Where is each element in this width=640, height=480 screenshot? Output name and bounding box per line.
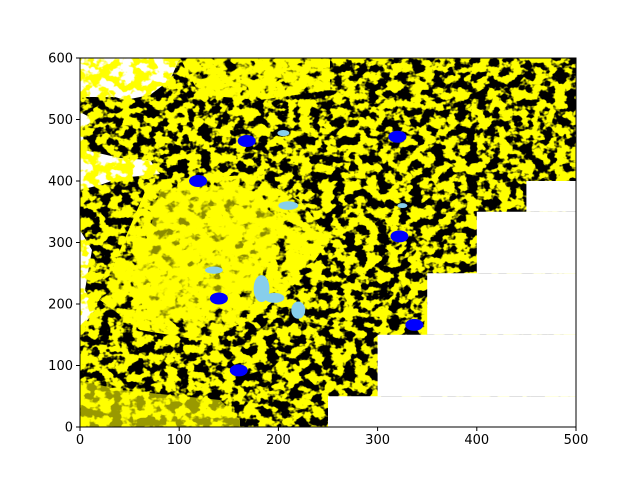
- x-tick-label: 0: [76, 433, 84, 448]
- water-body-4: [278, 201, 299, 210]
- y-axis: 0 100 200 300 400 500 600: [48, 52, 80, 436]
- marker-point-6: [229, 364, 248, 377]
- water-body-0: [204, 266, 223, 274]
- y-tick-label: 0: [65, 421, 73, 436]
- marker-point-4: [209, 292, 228, 305]
- x-tick-label: 400: [464, 433, 489, 448]
- x-tick-label: 300: [365, 433, 390, 448]
- water-bodies: [204, 129, 408, 319]
- no-data-block-2: [427, 273, 576, 335]
- marker-point-5: [405, 318, 424, 331]
- y-tick-label: 100: [48, 359, 73, 374]
- x-tick-label: 200: [266, 433, 291, 448]
- no-data-block-4: [526, 181, 576, 212]
- marker-point-1: [388, 130, 407, 143]
- y-tick-label: 600: [48, 52, 73, 67]
- water-body-5: [397, 203, 408, 209]
- x-axis: 0 100 200 300 400 500: [76, 427, 589, 448]
- water-body-3: [291, 301, 306, 319]
- vegetation-corridor: [130, 185, 280, 320]
- y-tick-label: 400: [48, 175, 73, 190]
- vegetation-south: [80, 380, 240, 427]
- vegetation-north-band: [180, 58, 330, 100]
- water-body-6: [277, 129, 290, 137]
- no-data-region: [328, 181, 576, 427]
- marker-point-3: [390, 230, 409, 243]
- no-data-block-0: [328, 396, 576, 427]
- markers: [189, 130, 424, 377]
- water-body-2: [264, 292, 285, 303]
- y-tick-label: 500: [48, 113, 73, 128]
- marker-point-2: [189, 175, 208, 187]
- marker-point-0: [237, 135, 256, 148]
- no-data-block-1: [377, 334, 576, 397]
- x-tick-label: 100: [167, 433, 192, 448]
- x-tick-label: 500: [564, 433, 589, 448]
- water-body-1: [253, 275, 270, 303]
- plot-area: [80, 58, 576, 427]
- y-tick-label: 200: [48, 298, 73, 313]
- no-data-block-3: [476, 211, 576, 274]
- y-tick-label: 300: [48, 236, 73, 251]
